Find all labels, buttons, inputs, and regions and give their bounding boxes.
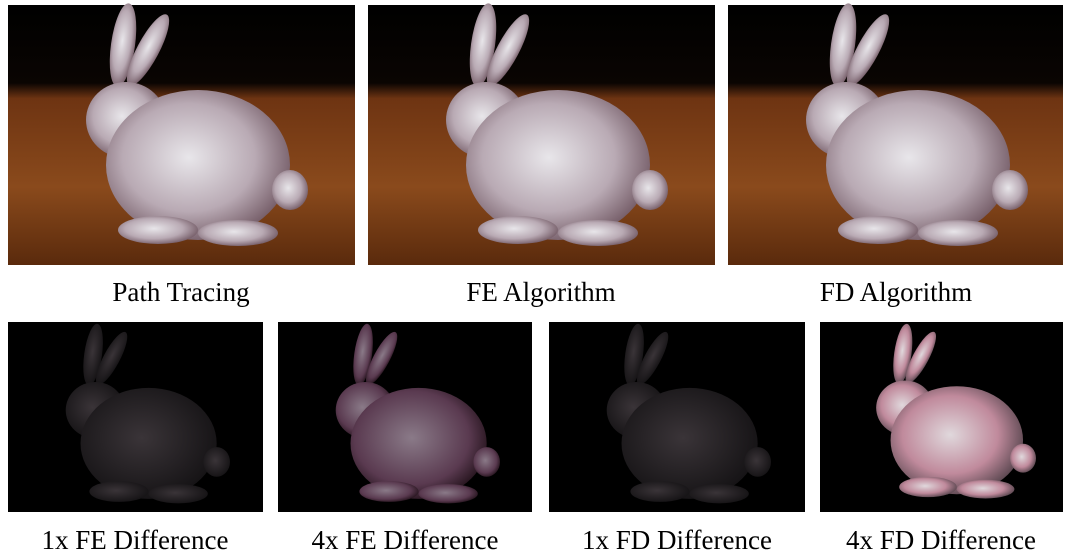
image-path-tracing <box>8 2 355 265</box>
image-4x-fd-difference <box>820 322 1063 512</box>
caption: 1x FD Difference <box>582 525 772 555</box>
image-1x-fe-difference <box>8 322 263 512</box>
caption: 4x FE Difference <box>312 525 499 555</box>
image-1x-fd-difference <box>549 322 805 512</box>
figure: Path Tracing FE Algorithm FD Algorithm 1… <box>0 0 1070 559</box>
caption: 1x FE Difference <box>42 525 229 555</box>
caption: FD Algorithm <box>820 277 972 307</box>
image-4x-fe-difference <box>278 322 532 512</box>
caption: Path Tracing <box>112 277 249 307</box>
image-fe-algorithm <box>368 2 715 265</box>
caption: FE Algorithm <box>466 277 615 307</box>
caption: 4x FD Difference <box>846 525 1036 555</box>
image-fd-algorithm <box>728 2 1063 265</box>
